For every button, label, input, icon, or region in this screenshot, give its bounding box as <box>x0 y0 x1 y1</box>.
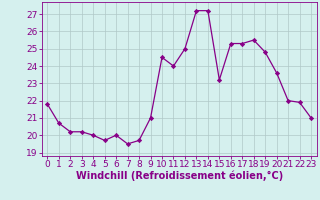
X-axis label: Windchill (Refroidissement éolien,°C): Windchill (Refroidissement éolien,°C) <box>76 171 283 181</box>
